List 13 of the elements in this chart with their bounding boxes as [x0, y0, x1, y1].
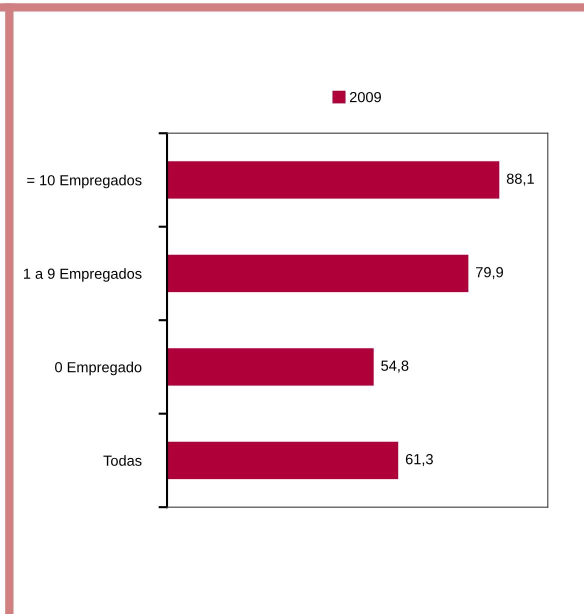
y-tick-label: = 10 Empregados [27, 174, 142, 188]
bar [167, 348, 374, 386]
bar [167, 254, 468, 292]
data-label: 79,9 [476, 267, 503, 280]
legend-label: 2009 [350, 92, 381, 102]
y-tick-label: 1 a 9 Empregados [24, 268, 142, 282]
bar [167, 161, 500, 199]
y-tick-label: Todas [103, 455, 142, 466]
data-label: 54,8 [381, 360, 408, 373]
data-label: 88,1 [506, 174, 534, 186]
y-tick-label: 0 Empregado [55, 362, 142, 376]
data-label: 61,3 [406, 454, 433, 466]
bar [167, 442, 398, 480]
